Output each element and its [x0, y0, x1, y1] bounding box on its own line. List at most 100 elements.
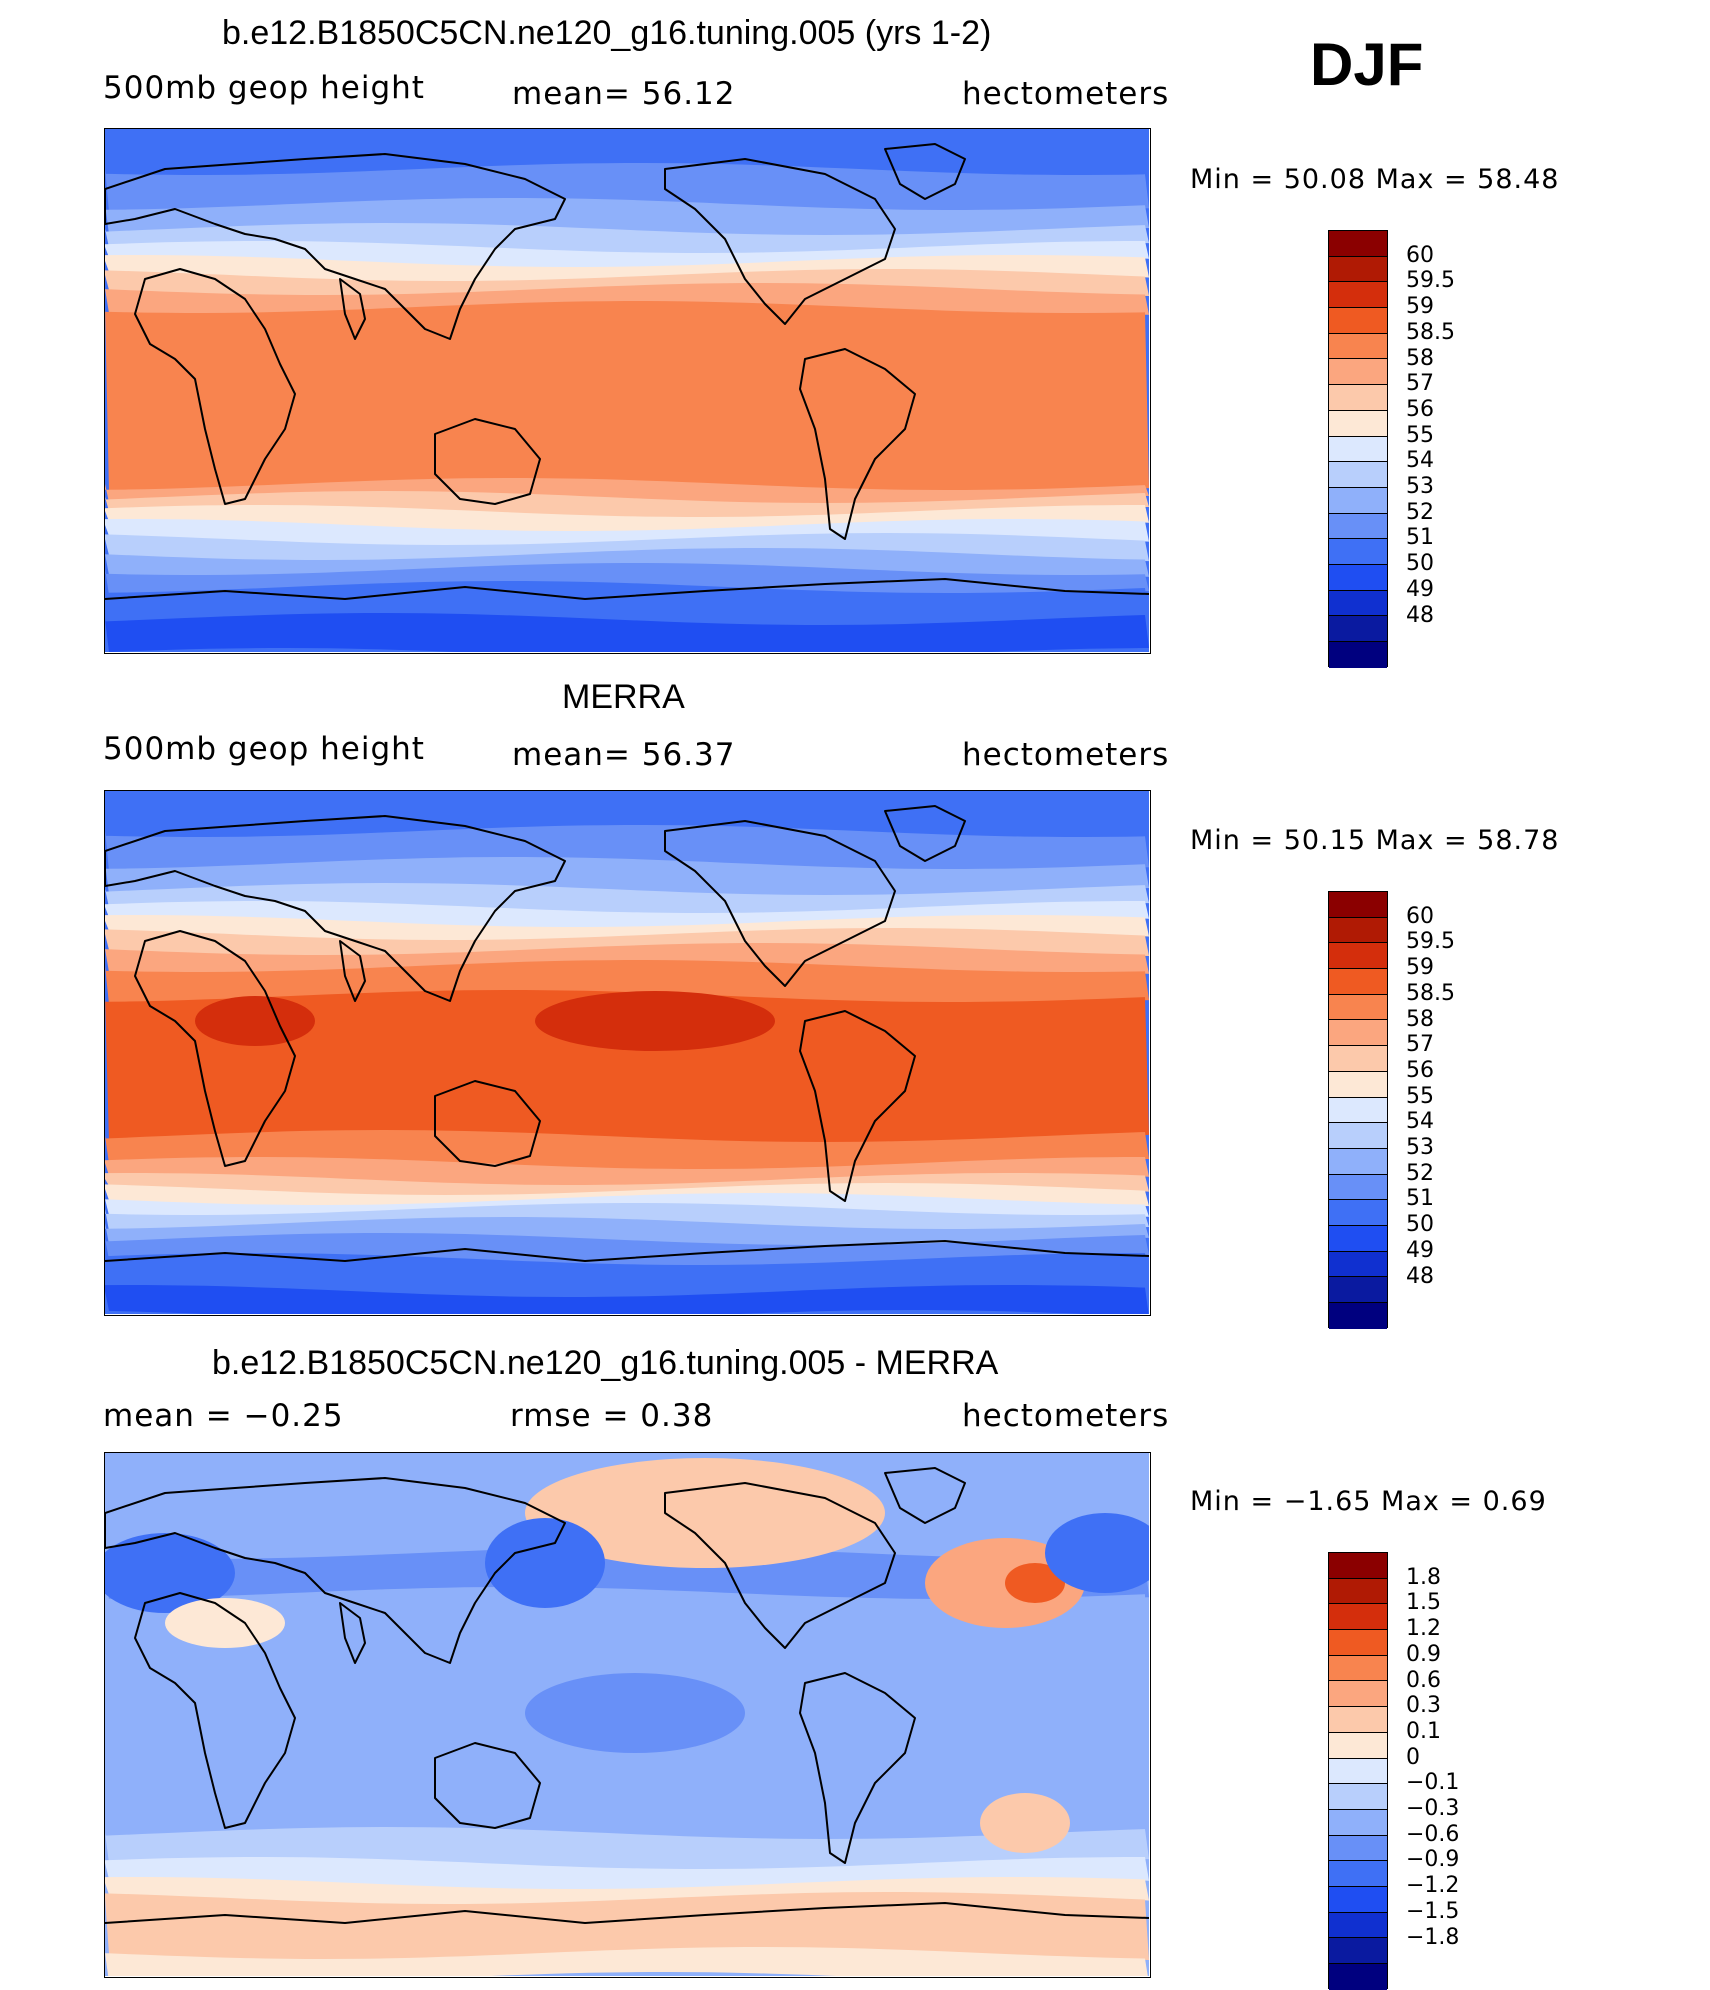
legend-swatch: [1329, 1964, 1387, 1990]
contour-anomaly: [1005, 1563, 1065, 1603]
contour-band: [105, 548, 1149, 577]
contour-anomaly: [105, 1533, 235, 1613]
legend-label: 50: [1406, 551, 1434, 577]
contour-band: [105, 883, 1149, 915]
legend-label: 1.5: [1406, 1590, 1441, 1616]
contour-band: [105, 943, 1149, 974]
coastline: [339, 278, 366, 340]
legend-2-colorbar: [1328, 891, 1388, 1329]
legend-swatch: [1329, 539, 1387, 565]
panel-1-left-label: 500mb geop height: [103, 70, 425, 106]
legend-swatch: [1329, 943, 1387, 970]
legend-label: −1.8: [1406, 1924, 1460, 1950]
contour-band: [105, 491, 1149, 519]
panel-1-mean: mean= 56.12: [512, 76, 736, 112]
legend-label: 59: [1406, 294, 1434, 320]
coastline: [884, 805, 966, 862]
legend-swatch: [1329, 1681, 1387, 1708]
contour-band: [105, 1173, 1149, 1197]
legend-swatch: [1329, 1200, 1387, 1226]
legend-label: 59.5: [1406, 268, 1455, 294]
legend-label: 55: [1406, 422, 1434, 448]
coastline: [799, 1672, 916, 1864]
contour-band: [105, 563, 1149, 595]
map-model-geopotential: [105, 129, 1149, 652]
legend-swatch: [1329, 513, 1387, 540]
legend-label: −0.1: [1406, 1770, 1460, 1796]
coastline: [105, 1902, 1149, 1924]
panel-3-units: hectometers: [962, 1398, 1170, 1434]
coastline: [134, 930, 296, 1167]
coastline: [799, 348, 916, 540]
contour-band: [105, 825, 1149, 871]
legend-swatch: [1329, 642, 1387, 668]
contour-band: [105, 1130, 1149, 1171]
coastline: [105, 153, 566, 340]
panel-2-mean: mean= 56.37: [512, 737, 736, 773]
legend-swatch: [1329, 1578, 1387, 1605]
legend-swatch: [1329, 1251, 1387, 1278]
legend-label: 52: [1406, 1160, 1434, 1186]
legend-label: 0: [1406, 1744, 1420, 1770]
legend-swatch: [1329, 969, 1387, 995]
legend-label: 52: [1406, 499, 1434, 525]
legend-swatch: [1329, 1148, 1387, 1175]
contour-anomaly: [525, 1458, 885, 1568]
legend-swatch: [1329, 1861, 1387, 1887]
contour-band: [105, 915, 1149, 942]
coastline: [434, 1742, 541, 1829]
legend-label: 51: [1406, 1186, 1434, 1212]
legend-swatch: [1329, 1758, 1387, 1785]
legend-label: 49: [1406, 576, 1434, 602]
legend-label: 0.6: [1406, 1667, 1441, 1693]
legend-swatch: [1329, 616, 1387, 642]
coastline: [339, 940, 366, 1002]
coastline: [105, 578, 1149, 600]
legend-swatch: [1329, 590, 1387, 617]
contour-band: [105, 990, 1149, 1144]
contour-band: [105, 1217, 1149, 1247]
legend-label: 59.5: [1406, 929, 1455, 955]
legend-swatch: [1329, 1886, 1387, 1913]
legend-swatch: [1329, 564, 1387, 591]
contour-band: [105, 163, 1149, 212]
coastline: [339, 1602, 366, 1664]
legend-swatch: [1329, 917, 1387, 944]
legend-swatch: [1329, 892, 1387, 918]
contour-band: [105, 533, 1149, 562]
legend-label: −0.6: [1406, 1821, 1460, 1847]
legend-label: 58: [1406, 1006, 1434, 1032]
legend-3-colorbar: [1328, 1552, 1388, 1990]
legend-label: 1.2: [1406, 1616, 1441, 1642]
contour-band: [105, 1233, 1149, 1267]
legend-swatch: [1329, 1784, 1387, 1810]
contour-band: [105, 1547, 1149, 1601]
panel-1-title: b.e12.B1850C5CN.ne120_g16.tuning.005 (yr…: [222, 14, 992, 52]
legend-label: 48: [1406, 1263, 1434, 1289]
map-difference: [105, 1453, 1149, 1976]
map-panel-difference: [104, 1452, 1151, 1978]
contour-band: [105, 1285, 1149, 1314]
contour-band: [105, 857, 1149, 897]
legend-label: 0.3: [1406, 1693, 1441, 1719]
legend-label: 57: [1406, 371, 1434, 397]
legend-label: 54: [1406, 448, 1434, 474]
contour-band: [105, 581, 1149, 627]
contour-band: [105, 613, 1149, 652]
legend-swatch: [1329, 1707, 1387, 1733]
legend-swatch: [1329, 1174, 1387, 1201]
legend-label: 58: [1406, 345, 1434, 371]
contour-band: [105, 1183, 1149, 1207]
legend-label: 60: [1406, 242, 1434, 268]
coastline: [134, 268, 296, 505]
legend-swatch: [1329, 1835, 1387, 1862]
contour-anomaly: [195, 996, 315, 1046]
legend-swatch: [1329, 1553, 1387, 1579]
coastline: [664, 158, 896, 325]
contour-band: [105, 269, 1149, 297]
contour-anomaly: [535, 991, 775, 1051]
legend-label: 51: [1406, 525, 1434, 551]
legend-label: 58.5: [1406, 319, 1455, 345]
legend-label: 59: [1406, 955, 1434, 981]
panel-2-left-label: 500mb geop height: [103, 731, 425, 767]
